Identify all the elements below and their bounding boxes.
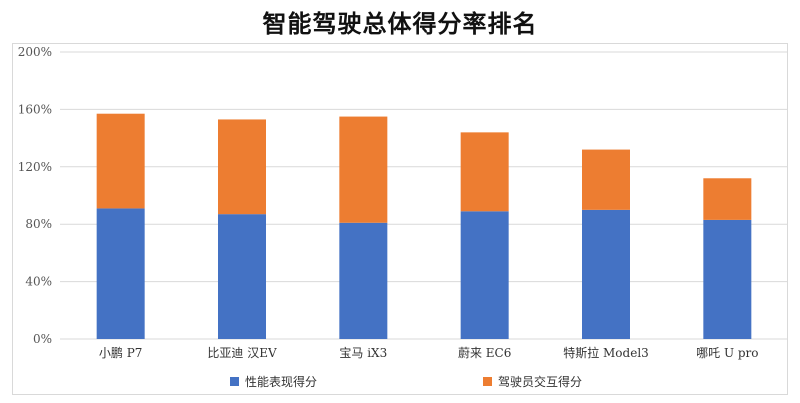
bar-interaction: [218, 119, 266, 215]
bar-performance: [339, 222, 388, 339]
bar-performance: [703, 219, 752, 339]
bar-performance: [96, 208, 145, 339]
bar-performance: [460, 211, 509, 339]
x-tick-label: 哪吒 U pro: [696, 346, 758, 360]
legend-swatch-performance: [230, 377, 239, 386]
chart-legend: 性能表现得分 驾驶员交互得分: [0, 370, 800, 390]
bar-interaction: [460, 132, 509, 212]
legend-item-performance: 性能表现得分: [230, 373, 317, 390]
y-tick-label: 80%: [25, 217, 52, 231]
bar-interaction: [582, 149, 630, 210]
chart-title: 智能驾驶总体得分率排名: [262, 9, 538, 38]
legend-label-interaction: 驾驶员交互得分: [498, 375, 583, 389]
legend-label-performance: 性能表现得分: [245, 375, 318, 389]
x-tick-label: 蔚来 EC6: [458, 346, 511, 360]
y-tick-label: 160%: [18, 102, 52, 116]
legend-item-interaction: 驾驶员交互得分: [483, 373, 582, 390]
bar-performance: [582, 209, 630, 339]
y-tick-label: 120%: [18, 160, 52, 174]
y-tick-label: 40%: [25, 275, 52, 289]
x-tick-label: 宝马 iX3: [339, 346, 387, 360]
y-tick-label: 0%: [33, 332, 52, 346]
x-tick-label: 比亚迪 汉EV: [207, 346, 277, 360]
chart-frame: [12, 43, 788, 395]
x-tick-label: 特斯拉 Model3: [563, 345, 649, 360]
bar-interaction: [96, 113, 145, 209]
y-tick-label: 200%: [18, 45, 52, 59]
bar-interaction: [703, 178, 752, 220]
bar-interaction: [339, 116, 388, 223]
bar-performance: [218, 214, 266, 339]
legend-swatch-interaction: [483, 377, 492, 386]
x-tick-label: 小鹏 P7: [99, 346, 143, 360]
